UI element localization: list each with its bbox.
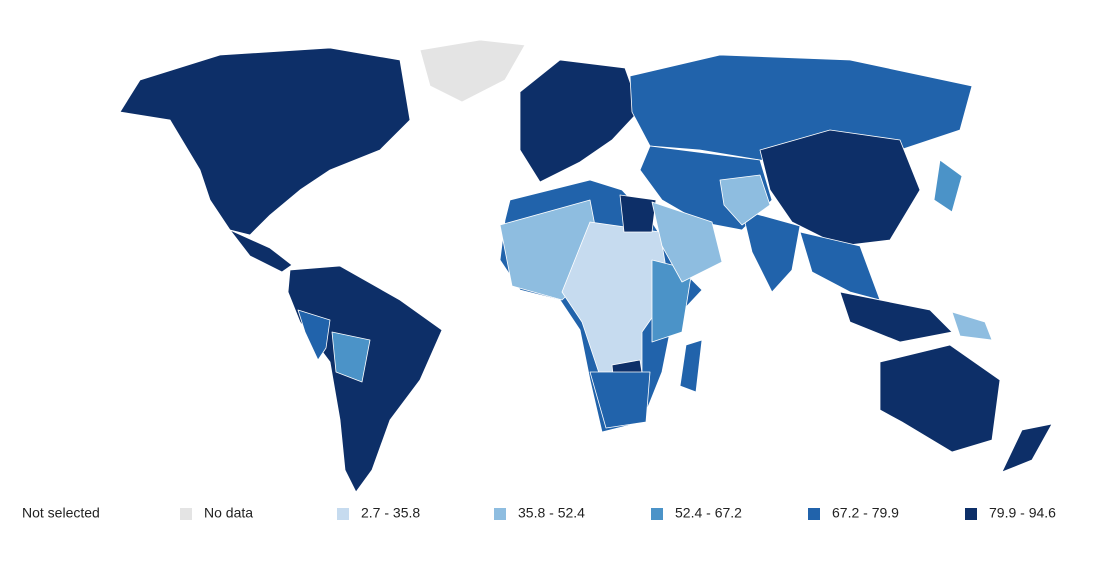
madagascar[interactable]: [679, 339, 703, 393]
new-zealand[interactable]: [1001, 423, 1053, 473]
legend-label: 2.7 - 35.8: [361, 505, 420, 521]
south-america[interactable]: [287, 265, 443, 493]
legend: Not selected No data 2.7 - 35.8 35.8 - 52.…: [22, 505, 1056, 521]
australia[interactable]: [879, 344, 1001, 453]
bolivia[interactable]: [331, 331, 371, 383]
southeast-asia[interactable]: [799, 231, 881, 301]
north-america[interactable]: [119, 47, 411, 236]
japan[interactable]: [933, 159, 963, 213]
world-map: [119, 39, 1053, 493]
legend-swatch: [180, 508, 192, 520]
legend-swatch: [808, 508, 820, 520]
legend-swatch: [651, 508, 663, 520]
indonesia[interactable]: [839, 291, 953, 343]
greenland[interactable]: [419, 39, 526, 103]
legend-swatch: [494, 508, 506, 520]
legend-label: 79.9 - 94.6: [989, 505, 1056, 521]
legend-swatch: [337, 508, 349, 520]
arabia[interactable]: [651, 201, 723, 283]
china[interactable]: [759, 129, 921, 247]
egypt[interactable]: [619, 194, 657, 233]
legend-swatch: [965, 508, 977, 520]
pakistan[interactable]: [719, 174, 771, 226]
legend-label: No data: [204, 505, 253, 521]
southern-africa[interactable]: [589, 371, 651, 429]
legend-label: Not selected: [22, 505, 100, 521]
legend-label: 67.2 - 79.9: [832, 505, 899, 521]
legend-label: 52.4 - 67.2: [675, 505, 742, 521]
legend-label: 35.8 - 52.4: [518, 505, 585, 521]
papua[interactable]: [951, 311, 993, 341]
peru[interactable]: [297, 309, 331, 361]
india[interactable]: [741, 209, 801, 293]
europe[interactable]: [519, 59, 641, 183]
central-america[interactable]: [229, 229, 293, 273]
